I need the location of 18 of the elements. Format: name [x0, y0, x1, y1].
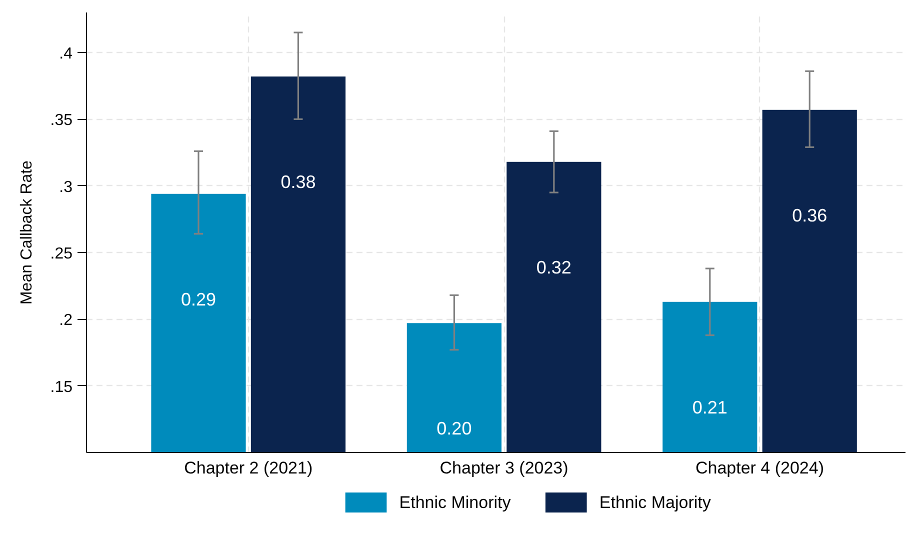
y-tick-label: .4: [59, 46, 73, 62]
x-tick-label: Chapter 2 (2021): [184, 458, 313, 478]
y-tick-label: .35: [50, 112, 73, 130]
y-tick-label: .15: [50, 378, 73, 396]
legend-label: Ethnic Majority: [599, 493, 712, 512]
data-label: 0.38: [280, 172, 316, 192]
legend-label: Ethnic Minority: [399, 493, 512, 512]
data-label: 0.20: [436, 418, 472, 439]
y-tick-label: .3: [59, 178, 73, 196]
x-tick-label: Chapter 3 (2023): [440, 458, 568, 478]
y-tick-label: .2: [59, 312, 73, 330]
x-tick-label: Chapter 4 (2024): [695, 458, 824, 478]
y-tick-label: .25: [50, 246, 73, 262]
data-label: 0.32: [536, 257, 572, 278]
data-label: 0.36: [792, 205, 828, 226]
data-label: 0.21: [692, 397, 728, 418]
y-axis-title: Mean Callback Rate: [18, 160, 36, 305]
data-label: 0.29: [180, 289, 216, 310]
